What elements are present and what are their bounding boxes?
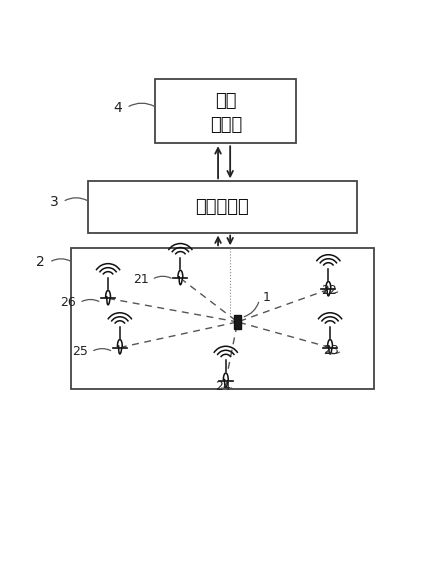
Text: 中心: 中心: [215, 92, 237, 110]
Bar: [155, 78, 296, 143]
Text: 24: 24: [215, 380, 231, 393]
Polygon shape: [178, 270, 183, 285]
Text: 26: 26: [60, 296, 76, 309]
Bar: [71, 248, 374, 389]
Polygon shape: [105, 291, 111, 305]
Text: 4: 4: [114, 101, 122, 115]
Text: 1: 1: [262, 291, 270, 304]
Polygon shape: [328, 339, 332, 354]
Text: 22: 22: [321, 284, 337, 297]
Bar: [234, 316, 241, 329]
Text: 3: 3: [50, 195, 59, 209]
Polygon shape: [224, 373, 228, 387]
Text: 23: 23: [323, 345, 339, 357]
Polygon shape: [326, 281, 331, 296]
Text: 21: 21: [133, 273, 148, 286]
Bar: [88, 181, 357, 233]
Polygon shape: [118, 339, 122, 354]
Text: 服务器: 服务器: [210, 116, 242, 134]
Text: 2: 2: [36, 255, 45, 269]
Text: 监测前置机: 监测前置机: [196, 198, 249, 216]
Text: 25: 25: [72, 345, 88, 358]
